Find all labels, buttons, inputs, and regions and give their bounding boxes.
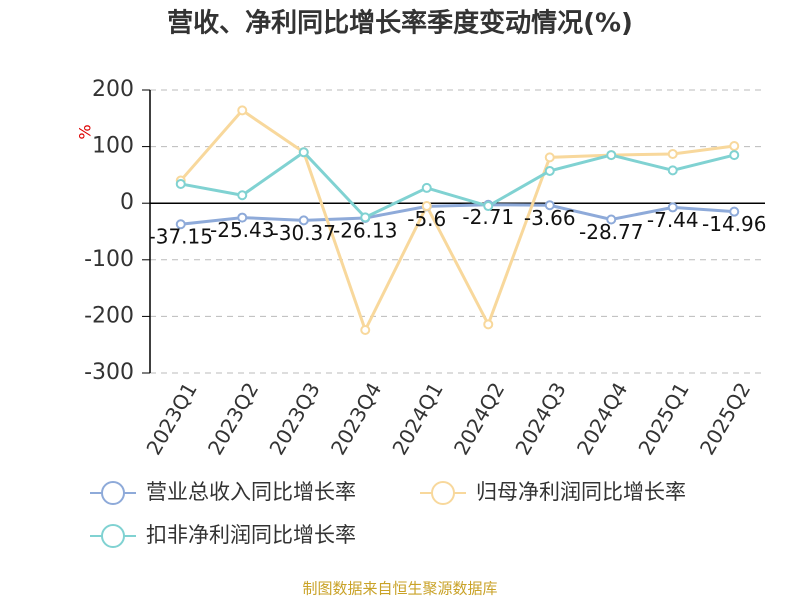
data-label: -25.43 — [210, 218, 274, 242]
y-tick-label: 0 — [120, 190, 134, 215]
legend-marker — [101, 524, 125, 548]
point — [298, 215, 309, 226]
point — [421, 182, 432, 193]
data-label: -37.15 — [149, 225, 213, 249]
x-tick-label: 2024Q3 — [510, 378, 570, 459]
legend-label: 营业总收入同比增长率 — [146, 480, 356, 504]
point — [175, 178, 186, 189]
point — [667, 202, 678, 213]
source-note: 制图数据来自恒生聚源数据库 — [302, 580, 497, 598]
legend-label: 扣非净利润同比增长率 — [146, 523, 356, 547]
series-line — [180, 150, 735, 220]
x-tick-label: 2023Q3 — [264, 378, 324, 459]
point — [237, 212, 248, 223]
legend-marker — [431, 481, 455, 505]
series-line — [180, 203, 735, 226]
point — [483, 201, 494, 212]
data-label: -14.96 — [702, 212, 766, 236]
y-axis-label: % — [76, 124, 95, 139]
legend-marker — [101, 481, 125, 505]
point — [360, 324, 371, 335]
data-label: -30.37 — [272, 221, 336, 245]
y-tick-label: 200 — [92, 77, 134, 102]
point — [667, 165, 678, 176]
x-tick-label: 2025Q1 — [633, 378, 693, 459]
point — [544, 200, 555, 211]
point — [606, 150, 617, 161]
x-tick-label: 2024Q4 — [572, 378, 632, 459]
y-tick-label: 100 — [92, 134, 134, 159]
point — [729, 141, 740, 152]
point — [729, 150, 740, 161]
y-tick-label: -200 — [84, 303, 134, 328]
x-tick-label: 2025Q2 — [695, 378, 755, 459]
data-label: -3.66 — [524, 206, 576, 230]
series-line — [179, 108, 735, 334]
y-tick-label: -300 — [84, 360, 134, 385]
legend-label: 归母净利润同比增长率 — [476, 480, 686, 504]
point — [667, 148, 678, 159]
data-label: -28.77 — [579, 220, 643, 244]
x-tick-label: 2023Q2 — [203, 378, 263, 459]
point — [360, 212, 371, 223]
x-tick-label: 2024Q1 — [387, 378, 447, 459]
x-tick-label: 2024Q2 — [449, 378, 509, 459]
chart-title: 营收、净利同比增长率季度变动情况(%) — [167, 8, 633, 39]
point — [237, 105, 248, 116]
x-tick-label: 2023Q1 — [141, 378, 201, 459]
point — [606, 214, 617, 225]
data-label: -26.13 — [333, 218, 397, 242]
y-tick-label: -100 — [84, 247, 134, 272]
point — [421, 201, 432, 212]
point — [483, 319, 494, 330]
point — [237, 190, 248, 201]
point — [729, 206, 740, 217]
point — [544, 165, 555, 176]
point — [175, 219, 186, 230]
point — [544, 152, 555, 163]
data-label: -7.44 — [647, 208, 699, 232]
x-tick-label: 2023Q4 — [326, 378, 386, 459]
point — [298, 147, 309, 158]
